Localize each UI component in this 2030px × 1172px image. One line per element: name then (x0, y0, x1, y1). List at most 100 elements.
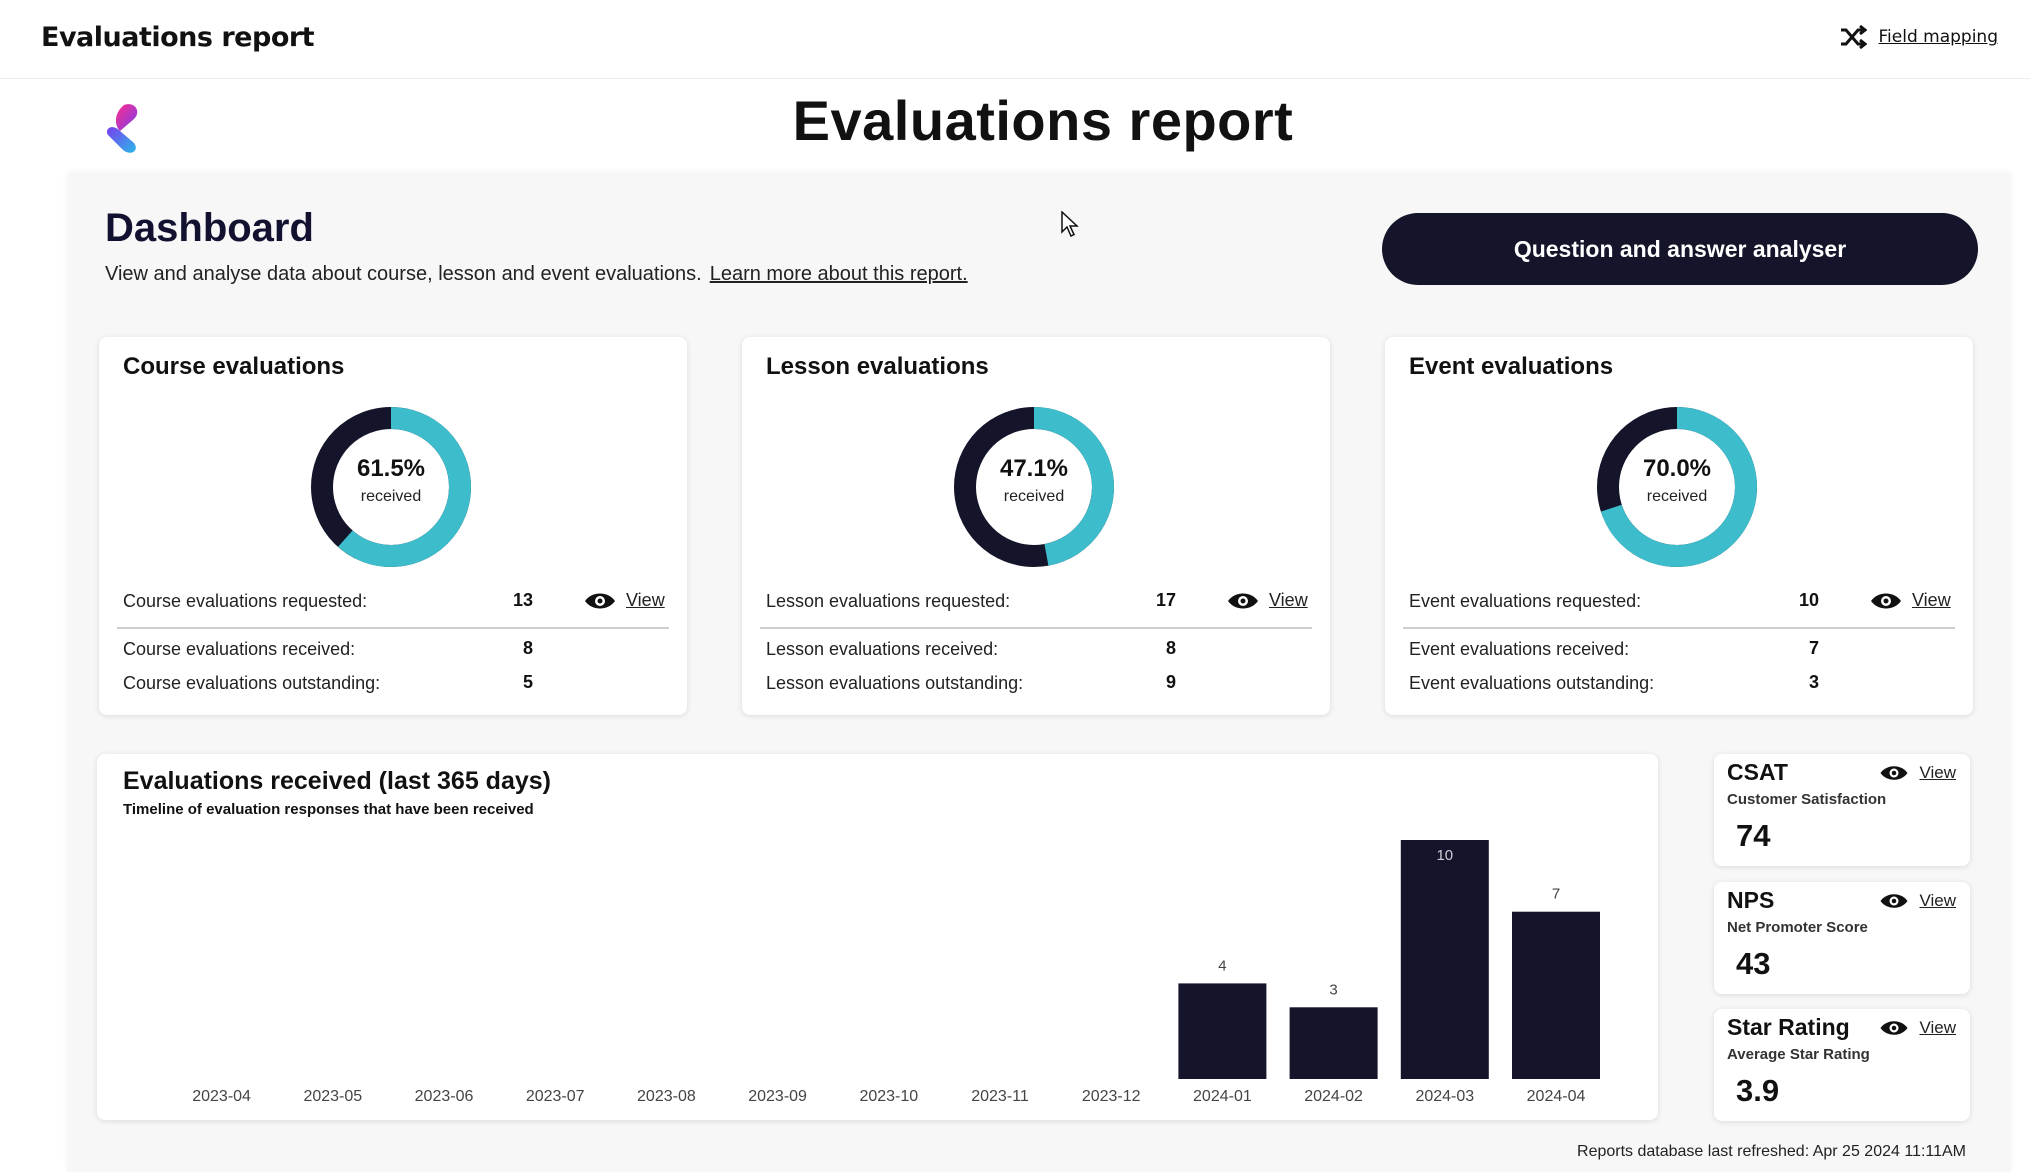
requested-label: Lesson evaluations requested: (766, 591, 1011, 611)
donut-received-arc (311, 407, 471, 567)
outstanding-label: Course evaluations outstanding: (123, 673, 381, 693)
bar-chart: 2023-04 2023-05 2023-06 2023-07 2023-08 2023-… (192, 840, 1600, 1105)
divider (1403, 627, 1955, 629)
x-tick-label: 2024-04 (1527, 1088, 1586, 1105)
star-rating-card: Star Rating View Average Star Rating 3.9 (1714, 1009, 1970, 1121)
requested-value: 17 (1155, 590, 1176, 610)
bar-value-label: 10 (1436, 847, 1453, 864)
course-evaluations-card: Course evaluations 61.5% received Course… (99, 337, 687, 715)
x-tick-label: 2023-11 (971, 1088, 1029, 1105)
requested-value: 10 (1798, 590, 1819, 610)
shuffle-icon (1840, 24, 1867, 50)
nps-card: NPS View Net Promoter Score 43 (1714, 882, 1970, 994)
received-value: 7 (1808, 638, 1819, 658)
x-tick-label: 2023-12 (1082, 1088, 1141, 1105)
view-link[interactable]: View (1879, 891, 1956, 911)
card-title: Lesson evaluations (766, 353, 989, 380)
divider (760, 627, 1312, 629)
view-label: View (1919, 891, 1956, 910)
x-tick-label: 2023-10 (859, 1088, 918, 1105)
outstanding-value: 9 (1165, 672, 1176, 692)
bar-value-label: 4 (1218, 957, 1226, 974)
question-answer-analyser-button[interactable]: Question and answer analyser (1382, 213, 1978, 285)
donut-label: received (1003, 488, 1065, 505)
brand-logo (106, 104, 138, 153)
x-tick-label: 2024-01 (1193, 1088, 1252, 1105)
donut-percent: 61.5% (356, 455, 426, 482)
view-label: View (1919, 763, 1956, 782)
kpi-title: NPS (1727, 887, 1775, 913)
kpi-subtitle: Net Promoter Score (1727, 919, 1868, 936)
learn-more-link[interactable]: Learn more about this report. (709, 263, 968, 285)
donut-label: received (1646, 488, 1708, 505)
view-label: View (1269, 590, 1308, 610)
kpi-title: Star Rating (1727, 1014, 1850, 1040)
bar-2024-03 (1400, 840, 1489, 1079)
x-tick-label: 2023-07 (526, 1088, 585, 1105)
view-label: View (1919, 1018, 1956, 1037)
app-title: Evaluations report (41, 22, 315, 53)
last-refreshed-text: Reports database last refreshed: Apr 25 … (1577, 1143, 1966, 1160)
donut-percent: 70.0% (1642, 455, 1712, 482)
x-tick-label: 2023-08 (637, 1088, 696, 1105)
requested-label: Event evaluations requested: (1409, 591, 1642, 611)
bar-2024-04 (1512, 911, 1600, 1079)
kpi-value: 3.9 (1736, 1073, 1780, 1108)
view-link[interactable]: View (1879, 1018, 1956, 1038)
donut-percent: 47.1% (999, 455, 1069, 482)
received-value: 8 (522, 638, 533, 658)
bar-value-label: 7 (1552, 886, 1560, 903)
received-value: 8 (1165, 638, 1176, 658)
eye-icon (1228, 593, 1258, 608)
page-title: Evaluations report (792, 89, 1294, 152)
kpi-value: 74 (1736, 818, 1771, 853)
requested-label: Course evaluations requested: (123, 591, 368, 611)
x-tick-label: 2024-03 (1415, 1088, 1474, 1105)
eye-icon (1880, 894, 1908, 908)
donut-received-arc (1597, 407, 1757, 567)
x-tick-label: 2023-05 (303, 1088, 362, 1105)
eye-icon (1871, 593, 1901, 608)
lesson-evaluations-card: Lesson evaluations 47.1% received Lesson… (742, 337, 1330, 715)
chart-title: Evaluations received (last 365 days) (123, 767, 551, 795)
outstanding-label: Event evaluations outstanding: (1409, 673, 1655, 693)
donut-chart (311, 407, 471, 567)
kpi-subtitle: Average Star Rating (1727, 1046, 1870, 1063)
eye-icon (585, 593, 615, 608)
top-bar: Evaluations report Field mapping (0, 0, 2030, 79)
donut-label: received (360, 488, 422, 505)
received-label: Lesson evaluations received: (766, 639, 999, 659)
view-link[interactable]: View (1227, 590, 1308, 611)
outstanding-value: 5 (522, 672, 533, 692)
donut-chart (954, 407, 1114, 567)
eye-icon (1880, 1021, 1908, 1035)
chart-subtitle: Timeline of evaluation responses that ha… (123, 801, 534, 818)
view-link[interactable]: View (1870, 590, 1951, 611)
requested-value: 13 (512, 590, 533, 610)
kpi-value: 43 (1736, 946, 1771, 981)
view-label: View (1912, 590, 1951, 610)
x-tick-label: 2023-06 (415, 1088, 474, 1105)
donut-received-arc (954, 407, 1114, 567)
field-mapping-link[interactable]: Field mapping (1839, 24, 1998, 50)
card-title: Event evaluations (1409, 353, 1614, 380)
kpi-subtitle: Customer Satisfaction (1727, 791, 1887, 808)
x-tick-label: 2023-09 (748, 1088, 807, 1105)
evaluations-received-chart-card: Evaluations received (last 365 days) Tim… (97, 754, 1658, 1120)
donut-chart (1597, 407, 1757, 567)
eye-icon (1880, 766, 1908, 780)
kpi-title: CSAT (1727, 759, 1788, 785)
outstanding-label: Lesson evaluations outstanding: (766, 673, 1024, 693)
view-link[interactable]: View (1879, 763, 1956, 783)
dashboard-description: View and analyse data about course, less… (105, 263, 968, 286)
description-text: View and analyse data about course, less… (105, 263, 702, 285)
received-label: Course evaluations received: (123, 639, 356, 659)
x-tick-label: 2023-04 (192, 1088, 251, 1105)
event-evaluations-card: Event evaluations 70.0% received Event e… (1385, 337, 1973, 715)
view-link[interactable]: View (584, 590, 665, 611)
mouse-cursor-icon (1061, 211, 1079, 237)
x-tick-label: 2024-02 (1304, 1088, 1363, 1105)
csat-card: CSAT View Customer Satisfaction 74 (1714, 754, 1970, 866)
divider (117, 627, 669, 629)
view-label: View (626, 590, 665, 610)
